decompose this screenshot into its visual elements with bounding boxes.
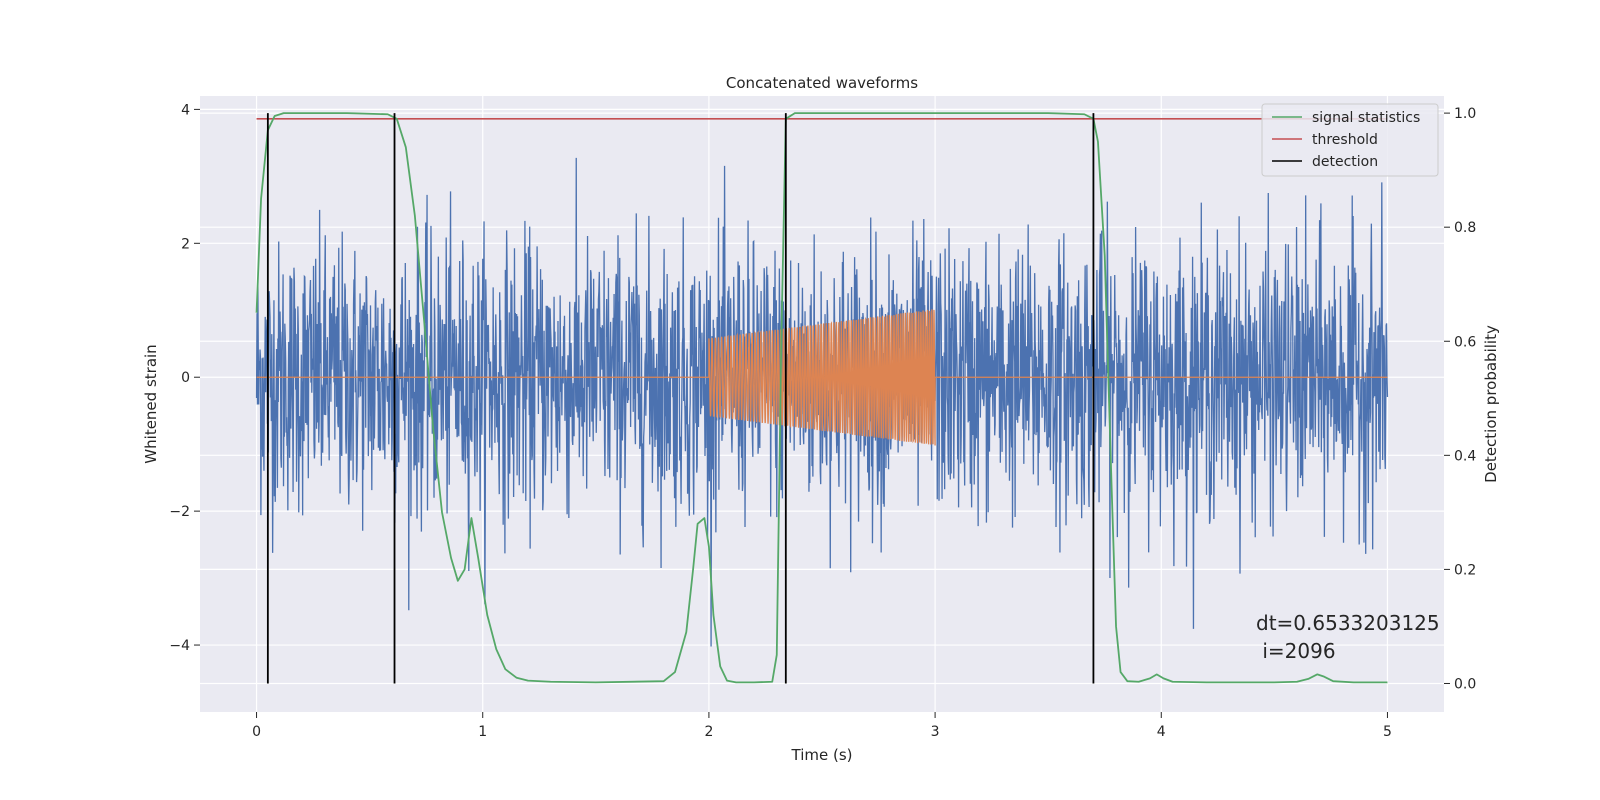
- x-tick-label-3: 3: [931, 724, 940, 740]
- y-tick-label-4: 4: [181, 102, 190, 118]
- annotation-dt: dt=0.6533203125: [1256, 611, 1440, 635]
- legend-label-detection: detection: [1312, 154, 1378, 170]
- y2-tick-label-5: 1.0: [1454, 106, 1476, 122]
- legend-label-threshold: threshold: [1312, 132, 1378, 148]
- x-tick-label-2: 2: [704, 724, 713, 740]
- x-tick-label-1: 1: [478, 724, 487, 740]
- injection-line: [256, 309, 1388, 446]
- legend: signal statistics threshold detection: [1261, 103, 1439, 177]
- right-y-axis-label: Detection probability: [1482, 325, 1500, 483]
- y-axis-label: Whitened strain: [142, 344, 160, 463]
- y-tick-label-0: −4: [169, 638, 190, 654]
- x-tick-label-0: 0: [252, 724, 261, 740]
- axis-ticks: 0 1 2 3 4 5 −4 −2 0 2 4 0.0 0.2 0.4 0.6 0.8 1.0: [169, 102, 1476, 740]
- signal-statistics-line: [255, 112, 1388, 684]
- legend-label-signal-statistics: signal statistics: [1312, 110, 1420, 126]
- x-axis-label: Time (s): [791, 746, 853, 764]
- y2-tick-label-2: 0.4: [1454, 448, 1476, 464]
- x-tick-label-4: 4: [1157, 724, 1166, 740]
- legend-box: [1261, 103, 1439, 177]
- y-tick-label-3: 2: [181, 236, 190, 252]
- x-tick-label-5: 5: [1383, 724, 1392, 740]
- y2-tick-label-4: 0.8: [1454, 220, 1476, 236]
- y2-tick-label-0: 0.0: [1454, 676, 1476, 692]
- y2-tick-label-3: 0.6: [1454, 334, 1476, 350]
- y-tick-label-2: 0: [181, 370, 190, 386]
- data-series: [255, 112, 1389, 684]
- y-tick-label-1: −2: [169, 504, 190, 520]
- annotation-index: i=2096: [1256, 639, 1336, 663]
- y2-tick-label-1: 0.2: [1454, 562, 1476, 578]
- annotation: dt=0.6533203125 i=2096: [1256, 611, 1440, 663]
- chart-title: Concatenated waveforms: [726, 74, 918, 92]
